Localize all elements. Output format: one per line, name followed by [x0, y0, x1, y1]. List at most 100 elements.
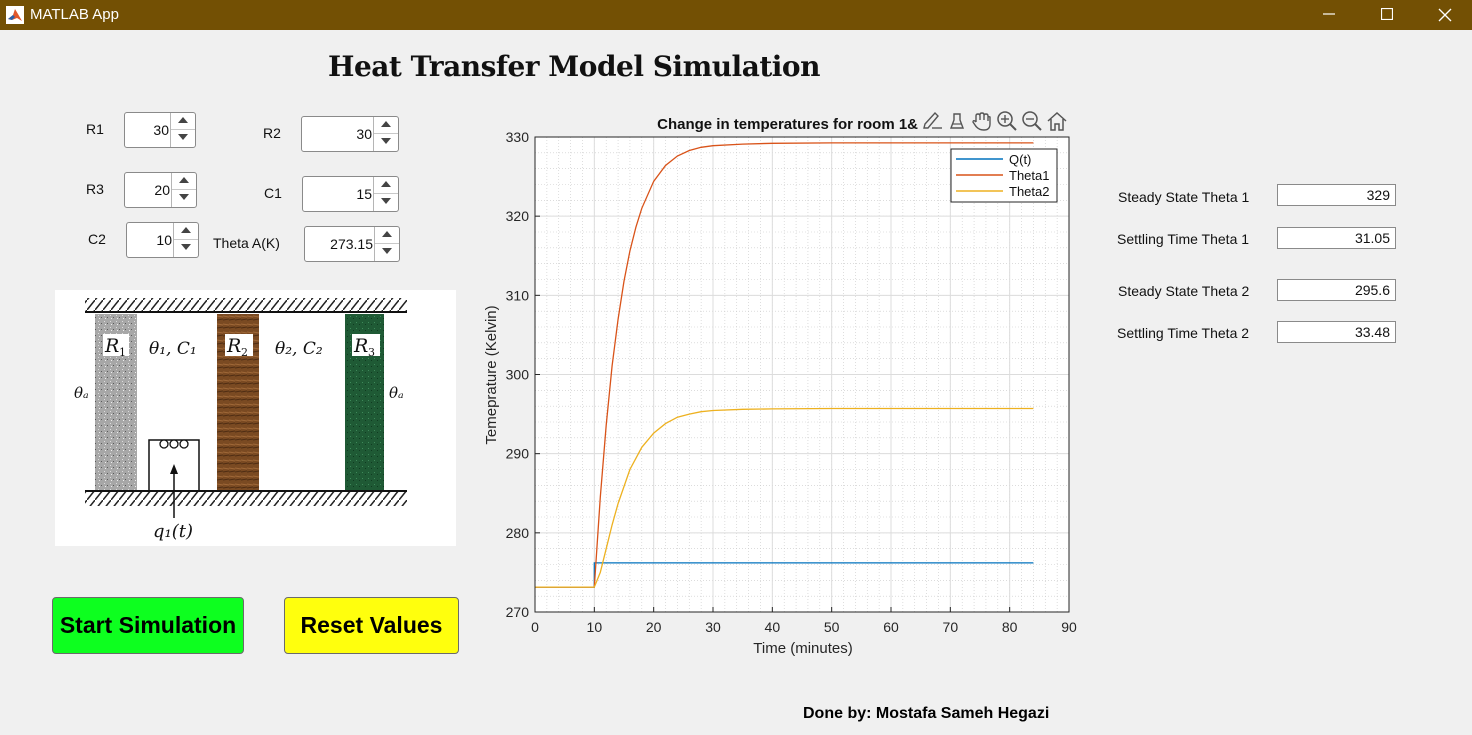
pan-icon[interactable] [972, 112, 991, 131]
theta-a-value[interactable]: 273.15 [330, 236, 373, 252]
arrow-up-icon [381, 121, 391, 127]
room2-label: θ₂, C₂ [275, 339, 323, 359]
theta-a-label: Theta A(K) [213, 235, 280, 251]
theta-a-decrement-button[interactable] [375, 244, 399, 261]
c2-value[interactable]: 10 [156, 232, 172, 248]
r1-arrows [170, 113, 195, 147]
r2-diagram-label: R [226, 335, 241, 357]
heater-coil-icon [159, 439, 169, 449]
legend-label: Theta1 [1009, 168, 1049, 183]
reset-values-button[interactable]: Reset Values [284, 597, 459, 654]
st-theta2-field[interactable]: 33.48 [1277, 321, 1396, 343]
bottom-wall-hatch [85, 492, 407, 506]
close-button[interactable] [1416, 0, 1472, 30]
c2-label: C2 [88, 231, 106, 247]
x-tick-label: 50 [824, 619, 840, 635]
close-icon [1438, 8, 1452, 22]
heat-transfer-diagram: R 1 R 2 R 3 θ₁, C₁ θ₂, C₂ θₐ θₐ q₁(t) [55, 290, 456, 546]
r2-arrows [373, 117, 398, 151]
minimize-icon [1323, 13, 1335, 15]
ss-theta1-field[interactable]: 329 [1277, 184, 1396, 206]
minimize-button[interactable] [1301, 0, 1357, 30]
x-tick-label: 30 [705, 619, 721, 635]
series-line-theta1 [535, 142, 1034, 588]
data-tips-icon[interactable] [949, 113, 965, 129]
legend-label: Theta2 [1009, 184, 1049, 199]
r2-diagram-sub: 2 [241, 346, 248, 359]
x-tick-label: 20 [646, 619, 662, 635]
heat-input-label: q₁(t) [153, 521, 193, 542]
ss-theta2-field[interactable]: 295.6 [1277, 279, 1396, 301]
y-tick-label: 280 [506, 525, 530, 541]
ss-theta1-label: Steady State Theta 1 [1118, 189, 1250, 205]
c1-spinner[interactable]: 15 [302, 176, 399, 212]
r3-decrement-button[interactable] [172, 190, 196, 207]
author-credit: Done by: Mostafa Sameh Hegazi [803, 705, 1050, 722]
r2-increment-button[interactable] [374, 117, 398, 134]
arrow-down-icon [381, 198, 391, 204]
r1-increment-button[interactable] [171, 113, 195, 130]
y-axis-label: Temeprature (Kelvin) [483, 305, 500, 444]
y-tick-label: 310 [506, 287, 530, 303]
r2-value[interactable]: 30 [356, 126, 372, 142]
arrow-down-icon [181, 244, 191, 250]
page-title: Heat Transfer Model Simulation [328, 50, 820, 83]
r1-spinner[interactable]: 30 [124, 112, 196, 148]
arrow-up-icon [181, 227, 191, 233]
r2-decrement-button[interactable] [374, 134, 398, 151]
r1-diagram-label: R [104, 335, 119, 357]
x-tick-label: 60 [883, 619, 899, 635]
c1-label: C1 [264, 185, 282, 201]
r3-diagram-sub: 3 [368, 346, 375, 359]
chart-title: Change in temperatures for room 1&2 c [657, 116, 939, 133]
c1-value[interactable]: 15 [356, 186, 372, 202]
y-tick-label: 330 [506, 129, 530, 145]
start-simulation-button[interactable]: Start Simulation [52, 597, 244, 654]
arrow-up-icon [178, 117, 188, 123]
r3-arrows [171, 173, 196, 207]
st-theta1-label: Settling Time Theta 1 [1117, 231, 1250, 247]
brush-icon[interactable] [923, 111, 942, 129]
x-tick-label: 70 [943, 619, 959, 635]
window-title: MATLAB App [30, 6, 119, 23]
r1-value[interactable]: 30 [153, 122, 169, 138]
diagram-svg: R 1 R 2 R 3 θ₁, C₁ θ₂, C₂ θₐ θₐ q₁(t) [74, 298, 407, 542]
c2-spinner[interactable]: 10 [126, 222, 199, 258]
r3-spinner[interactable]: 20 [124, 172, 197, 208]
theta-a-increment-button[interactable] [375, 227, 399, 244]
x-tick-label: 0 [531, 619, 539, 635]
top-wall-hatch [85, 298, 407, 312]
r3-diagram-label: R [353, 335, 368, 357]
zoom-in-icon[interactable] [997, 111, 1017, 131]
theta-a-spinner[interactable]: 273.15 [304, 226, 400, 262]
r1-decrement-button[interactable] [171, 130, 195, 147]
c2-decrement-button[interactable] [174, 240, 198, 257]
room1-label: θ₁, C₁ [149, 339, 197, 359]
home-icon[interactable] [1047, 111, 1067, 131]
r2-spinner[interactable]: 30 [301, 116, 399, 152]
zoom-out-icon[interactable] [1022, 111, 1042, 131]
arrow-down-icon [382, 248, 392, 254]
chart-grid [534, 136, 1070, 613]
temperature-chart[interactable]: 0 10 20 30 40 50 60 70 80 90 270 280 290 300 310 320 330… [478, 105, 1088, 665]
c1-increment-button[interactable] [374, 177, 398, 194]
st-theta1-field[interactable]: 31.05 [1277, 227, 1396, 249]
arrow-up-icon [381, 181, 391, 187]
x-axis-label: Time (minutes) [753, 640, 852, 657]
maximize-button[interactable] [1359, 0, 1415, 30]
series-line-theta2 [535, 407, 1034, 588]
arrow-down-icon [179, 194, 189, 200]
st-theta2-label: Settling Time Theta 2 [1117, 325, 1250, 341]
c2-increment-button[interactable] [174, 223, 198, 240]
c1-decrement-button[interactable] [374, 194, 398, 211]
arrow-down-icon [381, 138, 391, 144]
legend-label: Q(t) [1009, 152, 1031, 167]
arrow-up-icon [382, 231, 392, 237]
r1-diagram-sub: 1 [119, 346, 126, 359]
x-tick-label: 40 [765, 619, 781, 635]
matlab-logo-icon [6, 6, 24, 24]
r3-value[interactable]: 20 [154, 182, 170, 198]
r3-increment-button[interactable] [172, 173, 196, 190]
c2-arrows [173, 223, 198, 257]
